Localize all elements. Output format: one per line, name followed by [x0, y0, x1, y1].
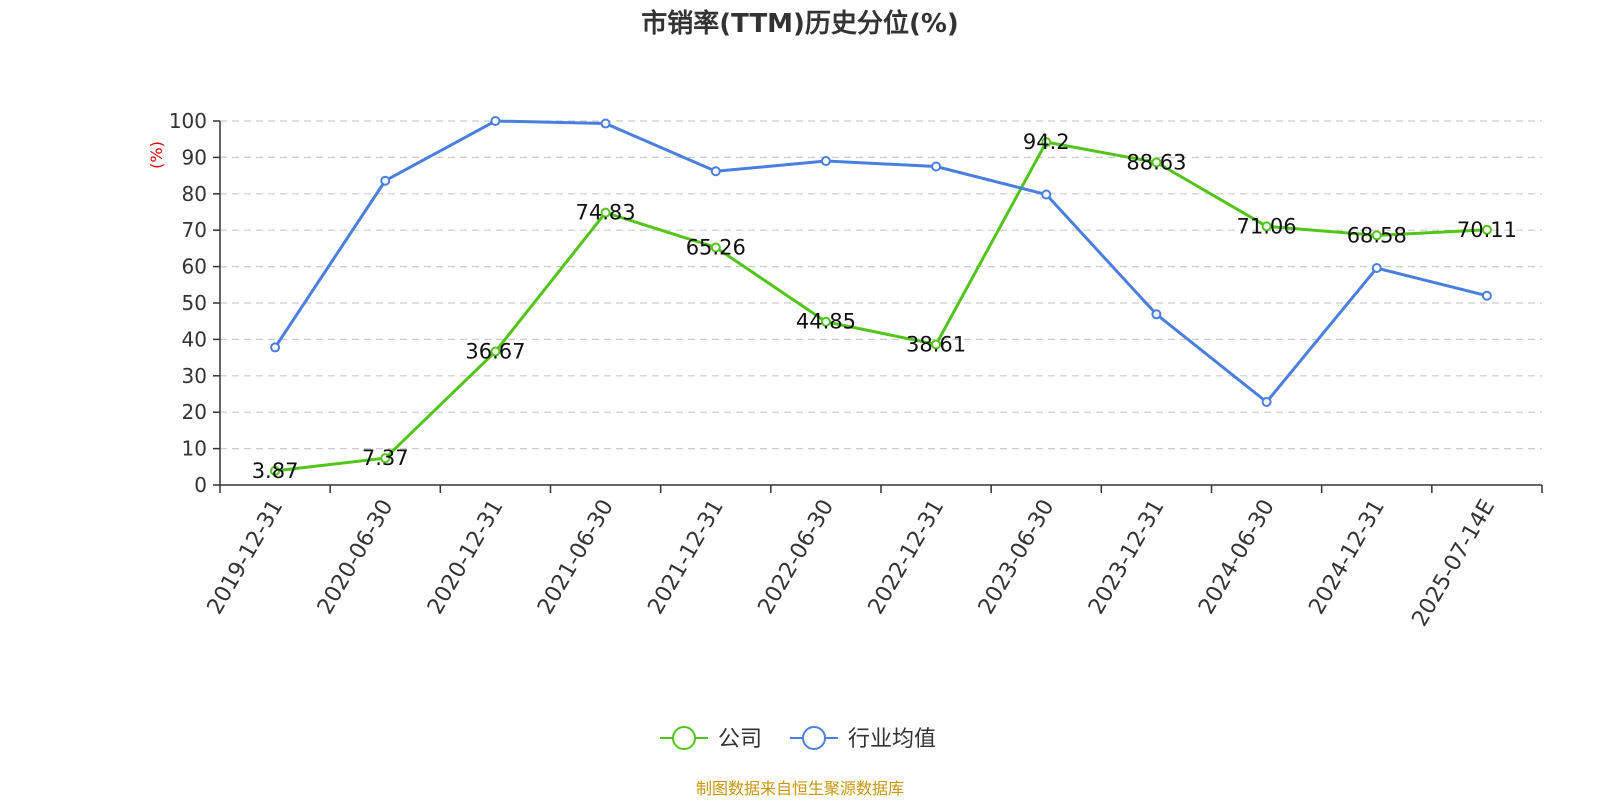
x-tick-label: 2020-06-30 — [313, 496, 399, 619]
y-tick-label: 20 — [182, 400, 207, 424]
data-point[interactable] — [1261, 397, 1272, 408]
data-point[interactable] — [380, 175, 391, 186]
data-point[interactable] — [710, 242, 721, 253]
y-tick-label: 10 — [182, 437, 207, 461]
data-point[interactable] — [270, 465, 281, 476]
x-tick-label: 2023-12-31 — [1084, 496, 1170, 619]
y-tick-label: 30 — [182, 364, 207, 388]
data-point[interactable] — [820, 156, 831, 167]
data-label: 71.06 — [1237, 214, 1297, 238]
data-point[interactable] — [1151, 157, 1162, 168]
data-labels: 3.87 7.37 36.67 74.83 65.26 44.85 38.61 94.2 88.… — [252, 130, 1517, 483]
legend-label-industry-average: 行业均值 — [848, 727, 936, 752]
x-tick-label: 2025-07-14E — [1408, 496, 1501, 631]
data-label: 36.67 — [465, 340, 525, 364]
legend-label-company: 公司 — [718, 727, 762, 752]
y-tick-label: 90 — [182, 145, 207, 169]
data-point[interactable] — [1481, 224, 1492, 235]
source-note: 制图数据来自恒生聚源数据库 — [696, 779, 904, 798]
data-point[interactable] — [490, 116, 501, 126]
data-label: 65.26 — [686, 235, 746, 259]
y-tick-label: 80 — [182, 182, 207, 206]
y-tick-label: 40 — [182, 327, 207, 351]
data-point[interactable] — [270, 342, 281, 353]
x-tick-label: 2022-12-31 — [864, 496, 950, 619]
grid-lines — [220, 120, 1542, 450]
y-tick-label: 70 — [182, 218, 207, 242]
y-tick-label: 60 — [182, 255, 207, 279]
data-label: 7.37 — [362, 446, 409, 470]
data-point[interactable] — [380, 453, 391, 464]
data-point[interactable] — [1151, 309, 1162, 320]
x-tick-label: 2023-06-30 — [974, 496, 1060, 619]
data-label: 70.11 — [1457, 218, 1517, 242]
data-label: 94.2 — [1023, 130, 1070, 154]
data-point[interactable] — [820, 316, 831, 327]
series-line-company — [274, 140, 1487, 473]
x-tick-label: 2022-06-30 — [754, 496, 840, 619]
data-label: 74.83 — [576, 201, 636, 225]
data-point[interactable] — [1371, 230, 1382, 241]
y-tick-label: 0 — [194, 473, 207, 497]
data-label: 68.58 — [1347, 223, 1407, 247]
data-point[interactable] — [931, 339, 942, 350]
data-point[interactable] — [600, 207, 611, 218]
legend-marker-industry-average — [802, 726, 826, 750]
data-label: 88.63 — [1126, 150, 1186, 174]
y-tick-label: 100 — [169, 109, 207, 133]
x-tick-label: 2024-12-31 — [1304, 496, 1390, 619]
axes: 0 10 20 30 40 50 60 70 80 90 100 2019-12-31 2020-06-… — [169, 109, 1543, 631]
data-label: 3.87 — [252, 459, 299, 483]
data-point[interactable] — [931, 161, 942, 172]
series-line-industry-average — [273, 119, 1488, 404]
data-point[interactable] — [1481, 290, 1492, 301]
y-axis-label: (%) — [147, 141, 166, 169]
x-tick-label: 2024-06-30 — [1194, 496, 1280, 619]
x-tick-label: 2021-06-30 — [533, 496, 619, 619]
legend-item-industry-average[interactable]: 行业均值 — [790, 726, 936, 752]
legend-item-company[interactable]: 公司 — [660, 726, 762, 752]
x-tick-label: 2020-12-31 — [423, 496, 509, 619]
y-tick-label: 50 — [182, 291, 207, 315]
data-point[interactable] — [600, 118, 611, 129]
data-label: 44.85 — [796, 310, 856, 334]
data-point[interactable] — [1041, 137, 1052, 148]
series-lines — [270, 116, 1492, 476]
legend-marker-company — [672, 726, 696, 750]
legend: 公司 行业均值 — [660, 726, 936, 752]
x-tick-label: 2021-12-31 — [643, 496, 729, 619]
data-point[interactable] — [490, 346, 501, 357]
data-point[interactable] — [1261, 221, 1272, 232]
chart-title: 市销率(TTM)历史分位(%) — [641, 8, 959, 39]
data-point[interactable] — [710, 166, 721, 177]
data-point[interactable] — [1041, 189, 1052, 200]
data-point[interactable] — [1371, 263, 1382, 274]
x-tick-label: 2019-12-31 — [203, 496, 289, 619]
data-label: 38.61 — [906, 332, 966, 356]
